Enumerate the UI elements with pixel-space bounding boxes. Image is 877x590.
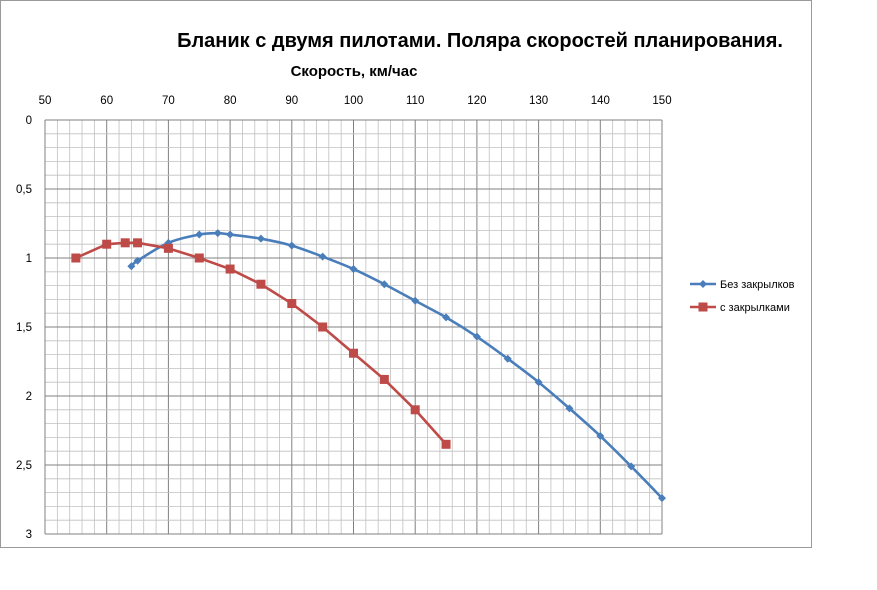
series-line-1	[130, 231, 664, 500]
x-tick-label: 70	[162, 95, 175, 107]
data-point-series-2	[194, 253, 204, 263]
data-point-series-2	[163, 243, 173, 253]
data-point-series-2	[133, 238, 143, 248]
x-tick-label: 130	[529, 95, 548, 107]
legend: Без закрылков с закрылками	[690, 279, 795, 314]
y-tick-label: 1	[26, 253, 32, 265]
legend-label-1: Без закрылков	[720, 279, 795, 291]
y-tick-label: 0	[26, 115, 32, 127]
x-tick-label: 140	[591, 95, 610, 107]
x-tick-label: 120	[467, 95, 486, 107]
data-point-series-1	[411, 296, 420, 305]
x-tick-label: 50	[39, 95, 52, 107]
data-point-series-1	[380, 280, 389, 289]
data-point-series-1	[658, 494, 666, 503]
x-tick-label: 110	[406, 95, 424, 107]
data-point-series-1	[596, 432, 605, 441]
legend-marker-2	[698, 302, 708, 312]
legend-label-2: с закрылками	[720, 302, 790, 314]
data-point-series-2	[102, 239, 112, 249]
data-point-series-2	[256, 279, 266, 289]
data-point-series-1	[133, 256, 142, 265]
data-point-series-1	[349, 265, 358, 274]
legend-marker-1	[699, 280, 707, 288]
series-layer	[71, 229, 666, 503]
data-point-series-2	[441, 439, 451, 449]
x-tick-label: 80	[224, 95, 237, 107]
data-point-series-1	[213, 229, 222, 238]
data-point-series-2	[225, 264, 235, 274]
data-point-series-1	[256, 234, 265, 243]
chart-title: Бланик с двумя пилотами. Поляра скоросте…	[177, 30, 783, 52]
data-point-series-2	[318, 322, 328, 332]
data-point-series-2	[349, 348, 358, 358]
x-tick-label: 150	[652, 95, 671, 107]
y-tick-label: 2	[26, 391, 32, 403]
x-tick-label: 100	[344, 95, 363, 107]
x-tick-label: 90	[285, 95, 298, 107]
data-point-series-1	[287, 241, 296, 250]
data-point-series-1	[627, 462, 636, 471]
data-point-series-1	[472, 332, 481, 341]
data-point-series-1	[565, 404, 574, 413]
gridlines	[44, 119, 663, 535]
data-point-series-2	[379, 374, 389, 384]
data-point-series-2	[71, 253, 81, 263]
data-point-series-1	[503, 354, 512, 363]
chart-area	[0, 0, 812, 548]
tick-labels: 50 60 70 80 90 100 110 120 130 140 150 0 0,5 1 1,5 2 2,5…	[16, 95, 672, 541]
data-point-series-1	[534, 378, 543, 387]
y-tick-label: 3	[26, 529, 32, 541]
data-point-series-1	[127, 262, 136, 271]
x-tick-label: 60	[100, 95, 113, 107]
data-point-series-1	[318, 252, 327, 261]
data-point-series-2	[410, 405, 420, 415]
data-point-series-1	[195, 230, 204, 239]
data-point-series-2	[287, 299, 297, 309]
data-point-series-1	[442, 313, 451, 322]
x-axis-label: Скорость, км/час	[291, 63, 418, 80]
y-tick-label: 1,5	[16, 322, 32, 334]
data-point-series-2	[120, 238, 130, 248]
y-tick-label: 0,5	[16, 184, 32, 196]
data-point-series-1	[226, 230, 235, 239]
y-tick-label: 2,5	[16, 460, 32, 472]
